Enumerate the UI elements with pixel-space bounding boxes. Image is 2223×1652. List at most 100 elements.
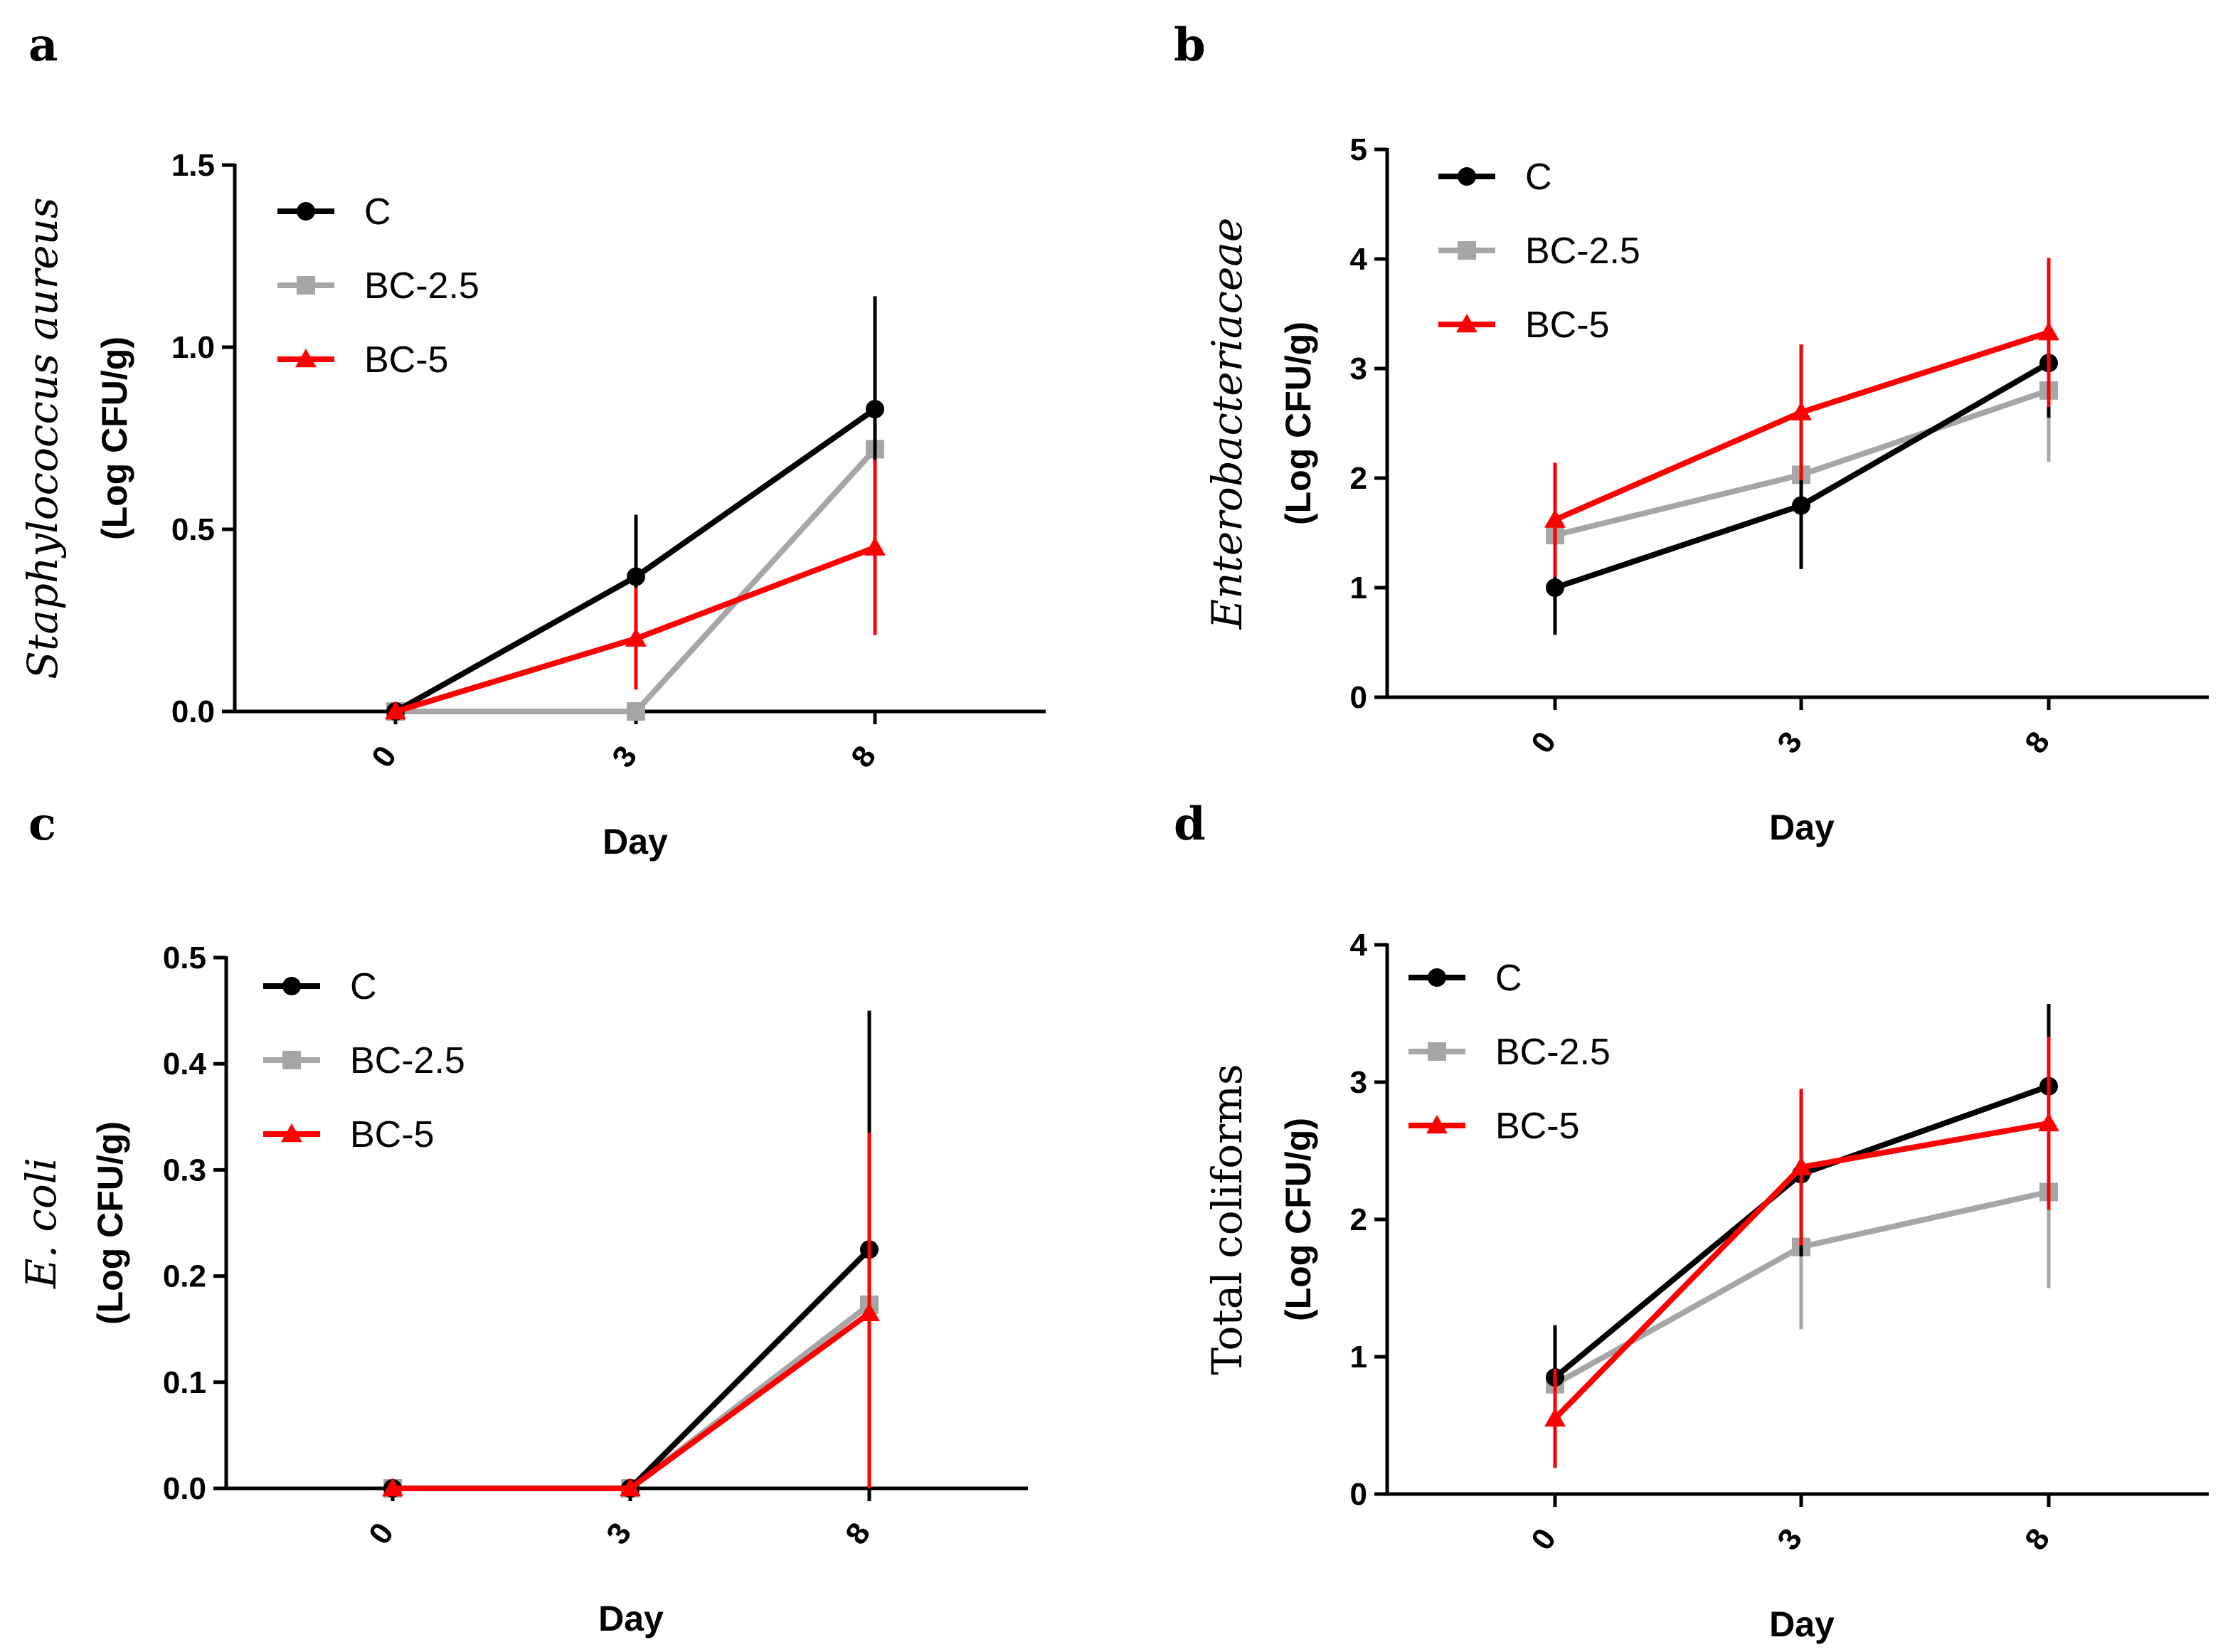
- legend-marker: [282, 977, 301, 995]
- x-tick-label: 8: [844, 740, 883, 774]
- y-tick-label: 1.0: [171, 330, 215, 365]
- x-tick-label: 8: [839, 1517, 877, 1551]
- legend-label: BC-5: [1525, 305, 1609, 346]
- chart-panel-b: b 0 1 2 3 4 5 0 3 8 Day Enterobacteriaceae (Log CFU/…: [1174, 18, 2209, 847]
- data-point: [2038, 1112, 2059, 1132]
- y-tick-label: 0.0: [163, 1471, 206, 1506]
- data-point: [859, 1302, 880, 1322]
- data-point: [620, 1478, 641, 1497]
- y-axis-unit-label: (Log CFU/g): [1278, 1118, 1318, 1321]
- y-tick-label: 0.0: [171, 694, 215, 729]
- y-axis-unit-label: (Log CFU/g): [95, 337, 134, 540]
- y-tick-label: 1: [1350, 1340, 1367, 1375]
- chart-panel-c: c 0.0 0.1 0.2 0.3 0.4 0.5 0 3 8 Day E. coli (Log CFU…: [17, 798, 1028, 1638]
- legend: C BC-2.5 BC-5: [1438, 157, 1640, 346]
- x-tick-label: 8: [2018, 1523, 2057, 1557]
- series-C: [383, 1010, 879, 1498]
- y-axis-organism: Staphylococcus aureus: [18, 197, 67, 679]
- x-axis-title: Day: [1769, 808, 1835, 847]
- data-point: [1546, 578, 1564, 597]
- data-point: [1790, 401, 1812, 420]
- chart-panel-a: a 0.0 0.5 1.0 1.5 0 3 8 Day Staphylococcus aureus…: [18, 18, 1046, 862]
- series-line: [393, 1302, 871, 1491]
- series-BC-5: [385, 460, 886, 720]
- legend-marker: [1428, 1042, 1446, 1061]
- x-axis-title: Day: [598, 1599, 664, 1638]
- legend-label: BC-2.5: [350, 1040, 465, 1081]
- data-point: [864, 536, 886, 556]
- legend-marker: [1458, 241, 1476, 260]
- y-tick-label: 0.4: [163, 1047, 207, 1081]
- y-tick-label: 5: [1350, 132, 1367, 167]
- legend-marker: [281, 1123, 302, 1143]
- data-point: [385, 701, 406, 720]
- legend-label: C: [1525, 157, 1552, 198]
- y-tick-label: 1: [1350, 571, 1367, 605]
- y-tick-label: 1.5: [171, 148, 215, 183]
- x-tick-label: 0: [1524, 726, 1563, 760]
- legend-marker: [297, 202, 315, 221]
- data-point: [2038, 322, 2059, 341]
- y-tick-label: 0.2: [163, 1259, 206, 1294]
- panel-letter: b: [1174, 18, 1206, 72]
- x-tick-label: 0: [362, 1517, 400, 1551]
- x-axis-title: Day: [1769, 1604, 1835, 1644]
- legend-marker: [1426, 1115, 1448, 1134]
- y-tick-label: 2: [1350, 1202, 1367, 1237]
- panel-letter: a: [28, 18, 58, 72]
- data-point: [1792, 496, 1810, 515]
- legend: C BC-2.5 BC-5: [277, 191, 479, 381]
- x-tick-label: 3: [1771, 726, 1809, 760]
- legend-marker: [282, 1051, 301, 1069]
- x-tick-label: 0: [365, 740, 403, 774]
- legend-label: BC-2.5: [364, 265, 479, 307]
- x-tick-label: 0: [1524, 1523, 1563, 1557]
- data-point: [382, 1478, 403, 1497]
- data-point: [627, 567, 645, 586]
- y-axis-unit-label: (Log CFU/g): [1278, 322, 1318, 525]
- y-tick-label: 0.5: [171, 512, 215, 547]
- x-tick-label: 8: [2018, 726, 2057, 760]
- legend-label: BC-2.5: [1495, 1032, 1611, 1073]
- x-tick-label: 3: [1771, 1523, 1809, 1557]
- series-BC-5: [382, 1133, 880, 1497]
- legend-label: BC-5: [350, 1114, 434, 1155]
- legend-label: BC-5: [364, 339, 448, 381]
- y-tick-label: 4: [1350, 928, 1368, 963]
- legend-label: BC-5: [1495, 1106, 1579, 1147]
- x-axis-title: Day: [603, 822, 668, 862]
- x-tick-label: 3: [600, 1517, 638, 1551]
- series-BC-5: [1544, 1037, 2059, 1468]
- y-tick-label: 0.5: [163, 941, 206, 975]
- data-point: [1790, 1156, 1812, 1175]
- x-tick-label: 3: [605, 740, 644, 774]
- y-axis-unit-label: (Log CFU/g): [90, 1121, 130, 1325]
- y-tick-label: 0: [1350, 1477, 1367, 1512]
- legend: C BC-2.5 BC-5: [263, 966, 465, 1155]
- legend-marker: [295, 349, 317, 368]
- y-tick-label: 0: [1350, 680, 1367, 715]
- y-axis-organism: E. coli: [17, 1158, 65, 1289]
- legend-marker: [297, 276, 315, 295]
- series-line: [393, 1311, 871, 1491]
- y-tick-label: 3: [1350, 351, 1367, 386]
- data-point: [866, 400, 884, 419]
- data-point: [625, 628, 647, 647]
- series-BC-5: [1544, 258, 2059, 577]
- y-tick-label: 0.1: [163, 1365, 206, 1400]
- legend-label: C: [364, 191, 391, 233]
- panel-letter: d: [1174, 798, 1206, 851]
- y-tick-label: 2: [1350, 461, 1367, 496]
- panel-letter: c: [28, 798, 56, 851]
- legend-label: BC-2.5: [1525, 231, 1640, 272]
- legend: C BC-2.5 BC-5: [1408, 958, 1611, 1147]
- legend-label: C: [1495, 958, 1522, 999]
- y-tick-label: 4: [1350, 242, 1368, 277]
- data-point: [627, 702, 645, 721]
- y-axis-organism: Enterobacteriaceae: [1203, 218, 1251, 630]
- data-point: [1544, 1407, 1566, 1427]
- y-tick-label: 0.3: [163, 1153, 206, 1187]
- data-point: [1544, 509, 1566, 528]
